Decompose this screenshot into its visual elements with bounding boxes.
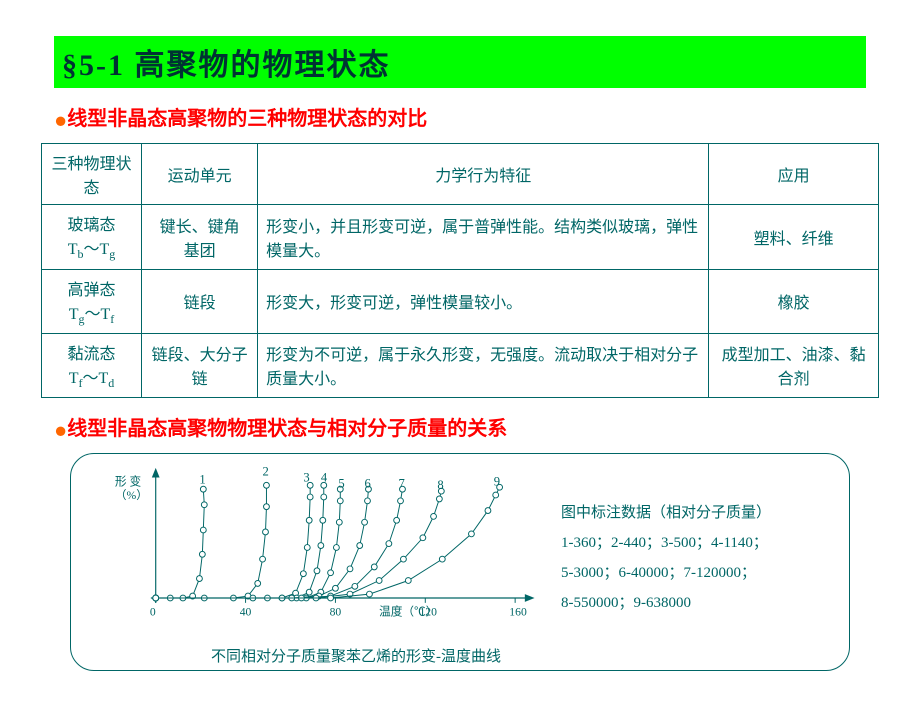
svg-text:160: 160	[509, 606, 527, 619]
table-cell: 键长、键角基团	[142, 205, 258, 269]
svg-text:1: 1	[199, 473, 205, 487]
table-cell: 橡胶	[709, 269, 879, 333]
svg-text:（%）: （%）	[115, 488, 148, 502]
svg-text:形 变: 形 变	[115, 475, 142, 489]
table-cell: 黏流态Tf～Td	[42, 333, 142, 397]
svg-text:9: 9	[494, 475, 500, 489]
table-row: 玻璃态Tb～Tg键长、键角基团形变小，并且形变可逆，属于普弹性能。结构类似玻璃，…	[42, 205, 879, 269]
table-row: 高弹态Tg～Tf链段形变大，形变可逆，弹性模量较小。橡胶	[42, 269, 879, 333]
table-cell: 高弹态Tg～Tf	[42, 269, 142, 333]
table-cell: 塑料、纤维	[709, 205, 879, 269]
svg-text:2: 2	[263, 465, 269, 479]
table-header: 运动单元	[142, 144, 258, 205]
states-table: 三种物理状态运动单元力学行为特征应用 玻璃态Tb～Tg键长、键角基团形变小，并且…	[41, 143, 879, 398]
svg-text:0: 0	[150, 606, 156, 619]
legend-line: 8-550000；9-638000	[561, 588, 771, 618]
section-1-text: 线型非晶态高聚物的三种物理状态的对比	[67, 108, 427, 130]
legend-line: 1-360；2-440；3-500；4-1140；	[561, 528, 771, 558]
table-row: 黏流态Tf～Td链段、大分子链形变为不可逆，属于永久形变，无强度。流动取决于相对…	[42, 333, 879, 397]
svg-text:5: 5	[338, 477, 344, 491]
deformation-chart: 形 变（%）04080120160温度（℃）123456789	[81, 462, 551, 632]
table-cell: 链段	[142, 269, 258, 333]
table-header: 力学行为特征	[258, 144, 709, 205]
svg-text:7: 7	[399, 477, 405, 491]
table-cell: 形变为不可逆，属于永久形变，无强度。流动取决于相对分子质量大小。	[258, 333, 709, 397]
svg-text:6: 6	[365, 477, 371, 491]
table-cell: 成型加工、油漆、黏合剂	[709, 333, 879, 397]
bullet-icon: ●	[54, 417, 67, 442]
table-header: 三种物理状态	[42, 144, 142, 205]
svg-text:3: 3	[303, 471, 309, 485]
bullet-icon: ●	[54, 107, 67, 132]
section-2-heading: ●线型非晶态高聚物物理状态与相对分子质量的关系	[54, 412, 920, 443]
table-cell: 形变大，形变可逆，弹性模量较小。	[258, 269, 709, 333]
table-header: 应用	[709, 144, 879, 205]
table-cell: 链段、大分子链	[142, 333, 258, 397]
table-cell: 玻璃态Tb～Tg	[42, 205, 142, 269]
svg-text:80: 80	[330, 606, 342, 619]
page-title: §5-1 高聚物的物理状态	[54, 36, 866, 88]
legend-title: 图中标注数据（相对分子质量）	[561, 498, 771, 528]
section-2-text: 线型非晶态高聚物物理状态与相对分子质量的关系	[67, 418, 507, 440]
svg-text:40: 40	[240, 606, 252, 619]
chart-caption: 不同相对分子质量聚苯乙烯的形变-温度曲线	[211, 645, 501, 666]
svg-text:8: 8	[437, 479, 443, 493]
table-cell: 形变小，并且形变可逆，属于普弹性能。结构类似玻璃，弹性模量大。	[258, 205, 709, 269]
svg-text:温度（℃）: 温度（℃）	[379, 605, 437, 619]
chart-legend: 图中标注数据（相对分子质量）1-360；2-440；3-500；4-1140；5…	[561, 498, 771, 618]
chart-card: 形 变（%）04080120160温度（℃）123456789 图中标注数据（相…	[70, 453, 850, 671]
section-1-heading: ●线型非晶态高聚物的三种物理状态的对比	[54, 102, 920, 133]
legend-line: 5-3000；6-40000；7-120000；	[561, 558, 771, 588]
svg-text:4: 4	[321, 471, 328, 485]
